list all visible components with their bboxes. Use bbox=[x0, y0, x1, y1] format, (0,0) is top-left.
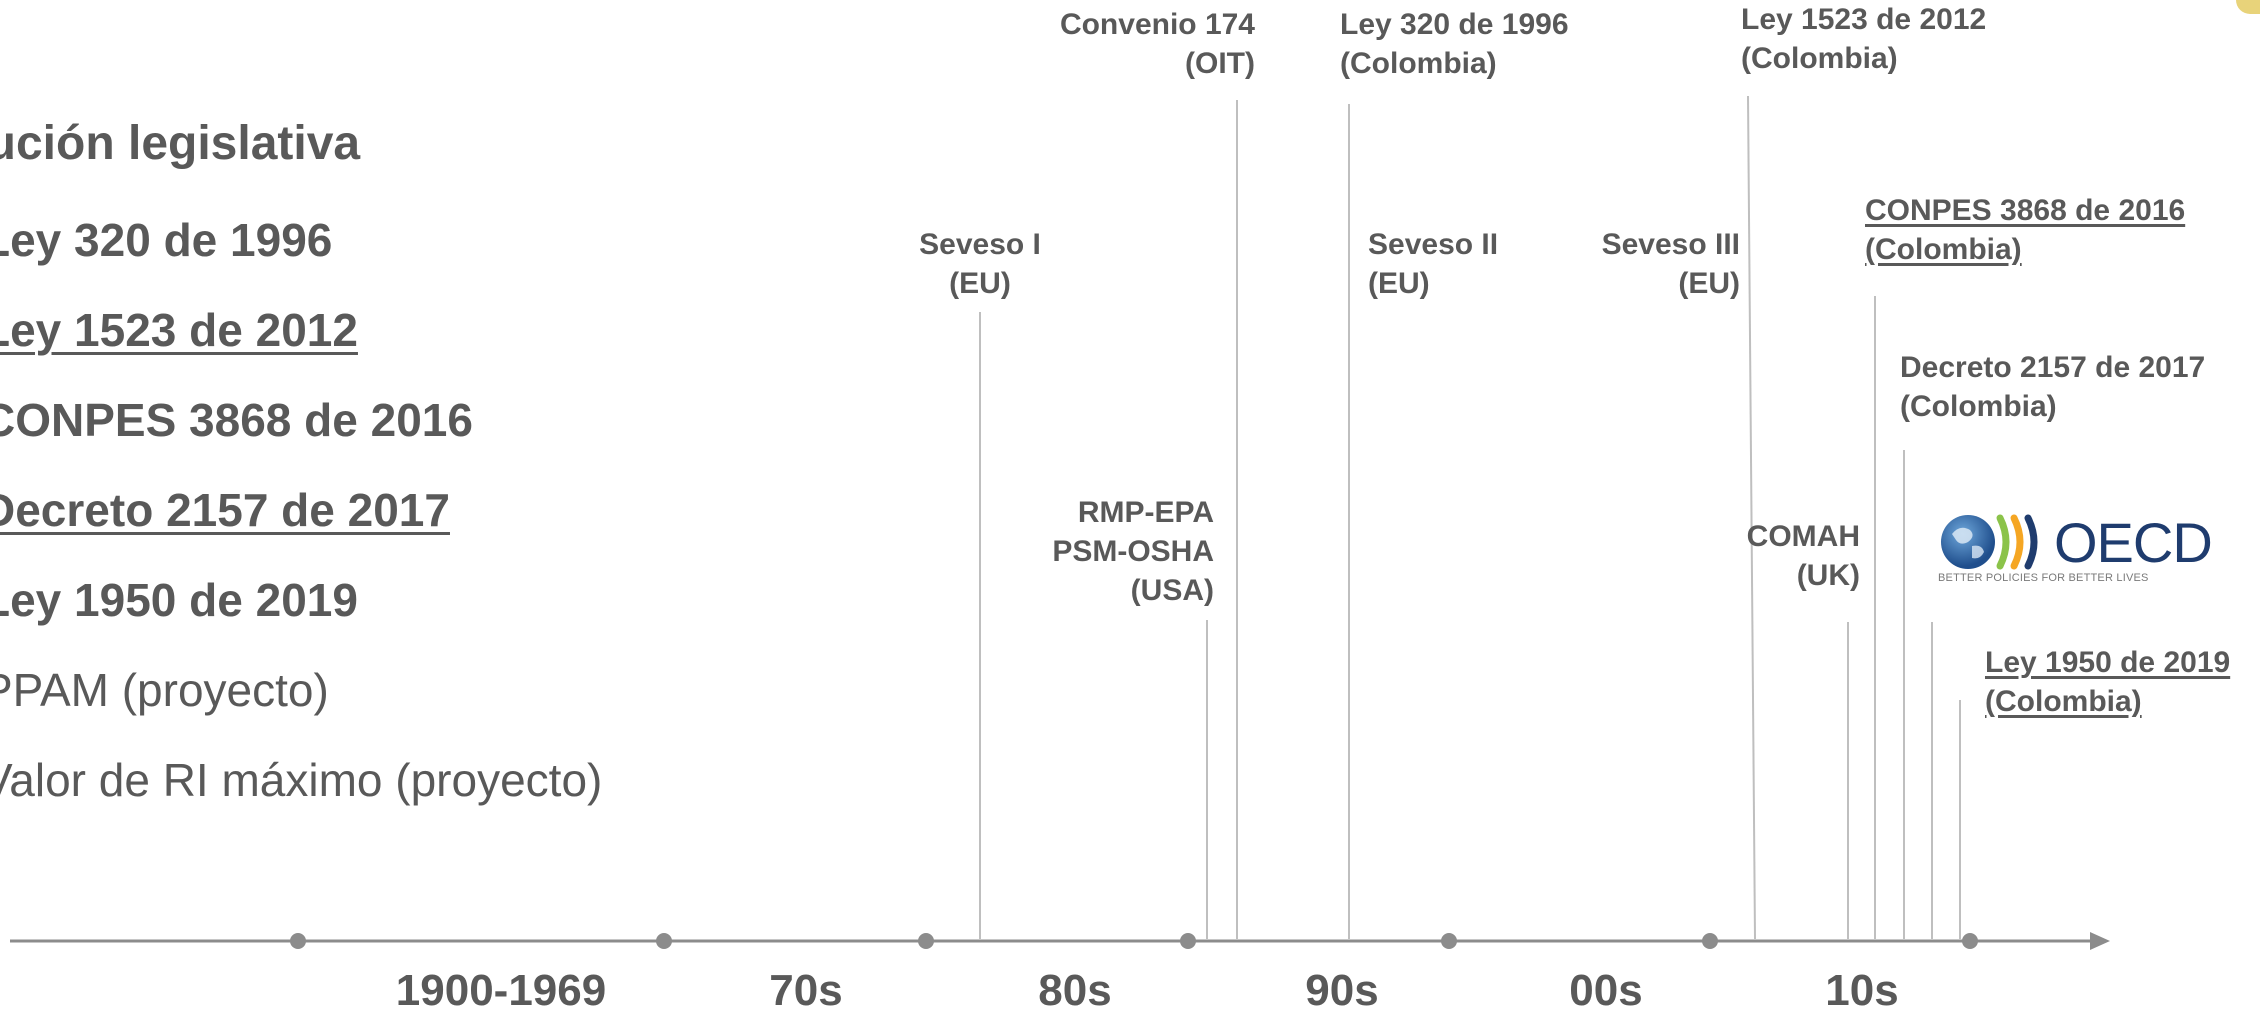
event-label-rmp: RMP-EPA PSM-OSHA (USA) bbox=[1052, 496, 1214, 607]
slide-title: olución legislativa bbox=[0, 117, 361, 170]
law-list: Ley 320 de 1996 Ley 1523 de 2012 CONPES … bbox=[0, 205, 602, 835]
event-label-conpes-text: CONPES 3868 de 2016 (Colombia) bbox=[1865, 194, 2186, 266]
event-label-convenio174: Convenio 174 (OIT) bbox=[1059, 8, 1255, 80]
timeline-arrowhead bbox=[2090, 932, 2110, 950]
timeline-dot bbox=[1702, 933, 1718, 949]
timeline-dot bbox=[918, 933, 934, 949]
event-label-ley1523: Ley 1523 de 2012 (Colombia) bbox=[1741, 3, 1987, 75]
decade-label: 00s bbox=[1569, 966, 1643, 1009]
law-item: Ley 1950 de 2019 bbox=[0, 574, 358, 626]
decade-label: 90s bbox=[1305, 966, 1379, 1009]
timeline-dot bbox=[656, 933, 672, 949]
oecd-tagline: BETTER POLICIES FOR BETTER LIVES bbox=[1938, 572, 2149, 584]
oecd-wordmark: OECD bbox=[2054, 511, 2213, 574]
event-label-seveso1: Seveso I (EU) bbox=[919, 228, 1041, 300]
decade-label: 1900-1969 bbox=[395, 966, 607, 1009]
corner-decoration bbox=[2236, 0, 2260, 14]
decade-label: 70s bbox=[769, 966, 843, 1009]
law-item: Decreto 2157 de 2017 bbox=[0, 484, 450, 536]
law-item: Ley 320 de 1996 bbox=[0, 214, 333, 266]
timeline-dot bbox=[1441, 933, 1457, 949]
oecd-globe-icon bbox=[1941, 514, 2038, 570]
law-item: CONPES 3868 de 2016 bbox=[0, 394, 473, 446]
event-label-ley1950-text: Ley 1950 de 2019 (Colombia) bbox=[1985, 646, 2231, 718]
event-label-comah: COMAH (UK) bbox=[1746, 520, 1860, 592]
law-item: PPAM (proyecto) bbox=[0, 664, 329, 716]
event-label-ley1950: Ley 1950 de 2019 (Colombia) bbox=[1985, 643, 2230, 721]
decade-label: 80s bbox=[1038, 966, 1112, 1009]
timeline-dot bbox=[1962, 933, 1978, 949]
event-label-decreto2157: Decreto 2157 de 2017 (Colombia) bbox=[1900, 351, 2206, 423]
event-label-seveso2: Seveso II (EU) bbox=[1368, 228, 1499, 300]
law-item: Ley 1523 de 2012 bbox=[0, 304, 358, 356]
event-line-seveso3 bbox=[1747, 95, 1756, 940]
oecd-logo: OECD BETTER POLICIES FOR BETTER LIVES bbox=[1938, 510, 2213, 590]
law-item: Valor de RI máximo (proyecto) bbox=[0, 754, 603, 806]
timeline-dot bbox=[1180, 933, 1196, 949]
timeline-dot bbox=[290, 933, 306, 949]
event-label-ley320: Ley 320 de 1996 (Colombia) bbox=[1340, 8, 1569, 80]
decade-label: 10s bbox=[1825, 966, 1899, 1009]
event-label-conpes: CONPES 3868 de 2016 (Colombia) bbox=[1865, 191, 2185, 269]
event-label-seveso3: Seveso III (EU) bbox=[1601, 228, 1740, 300]
